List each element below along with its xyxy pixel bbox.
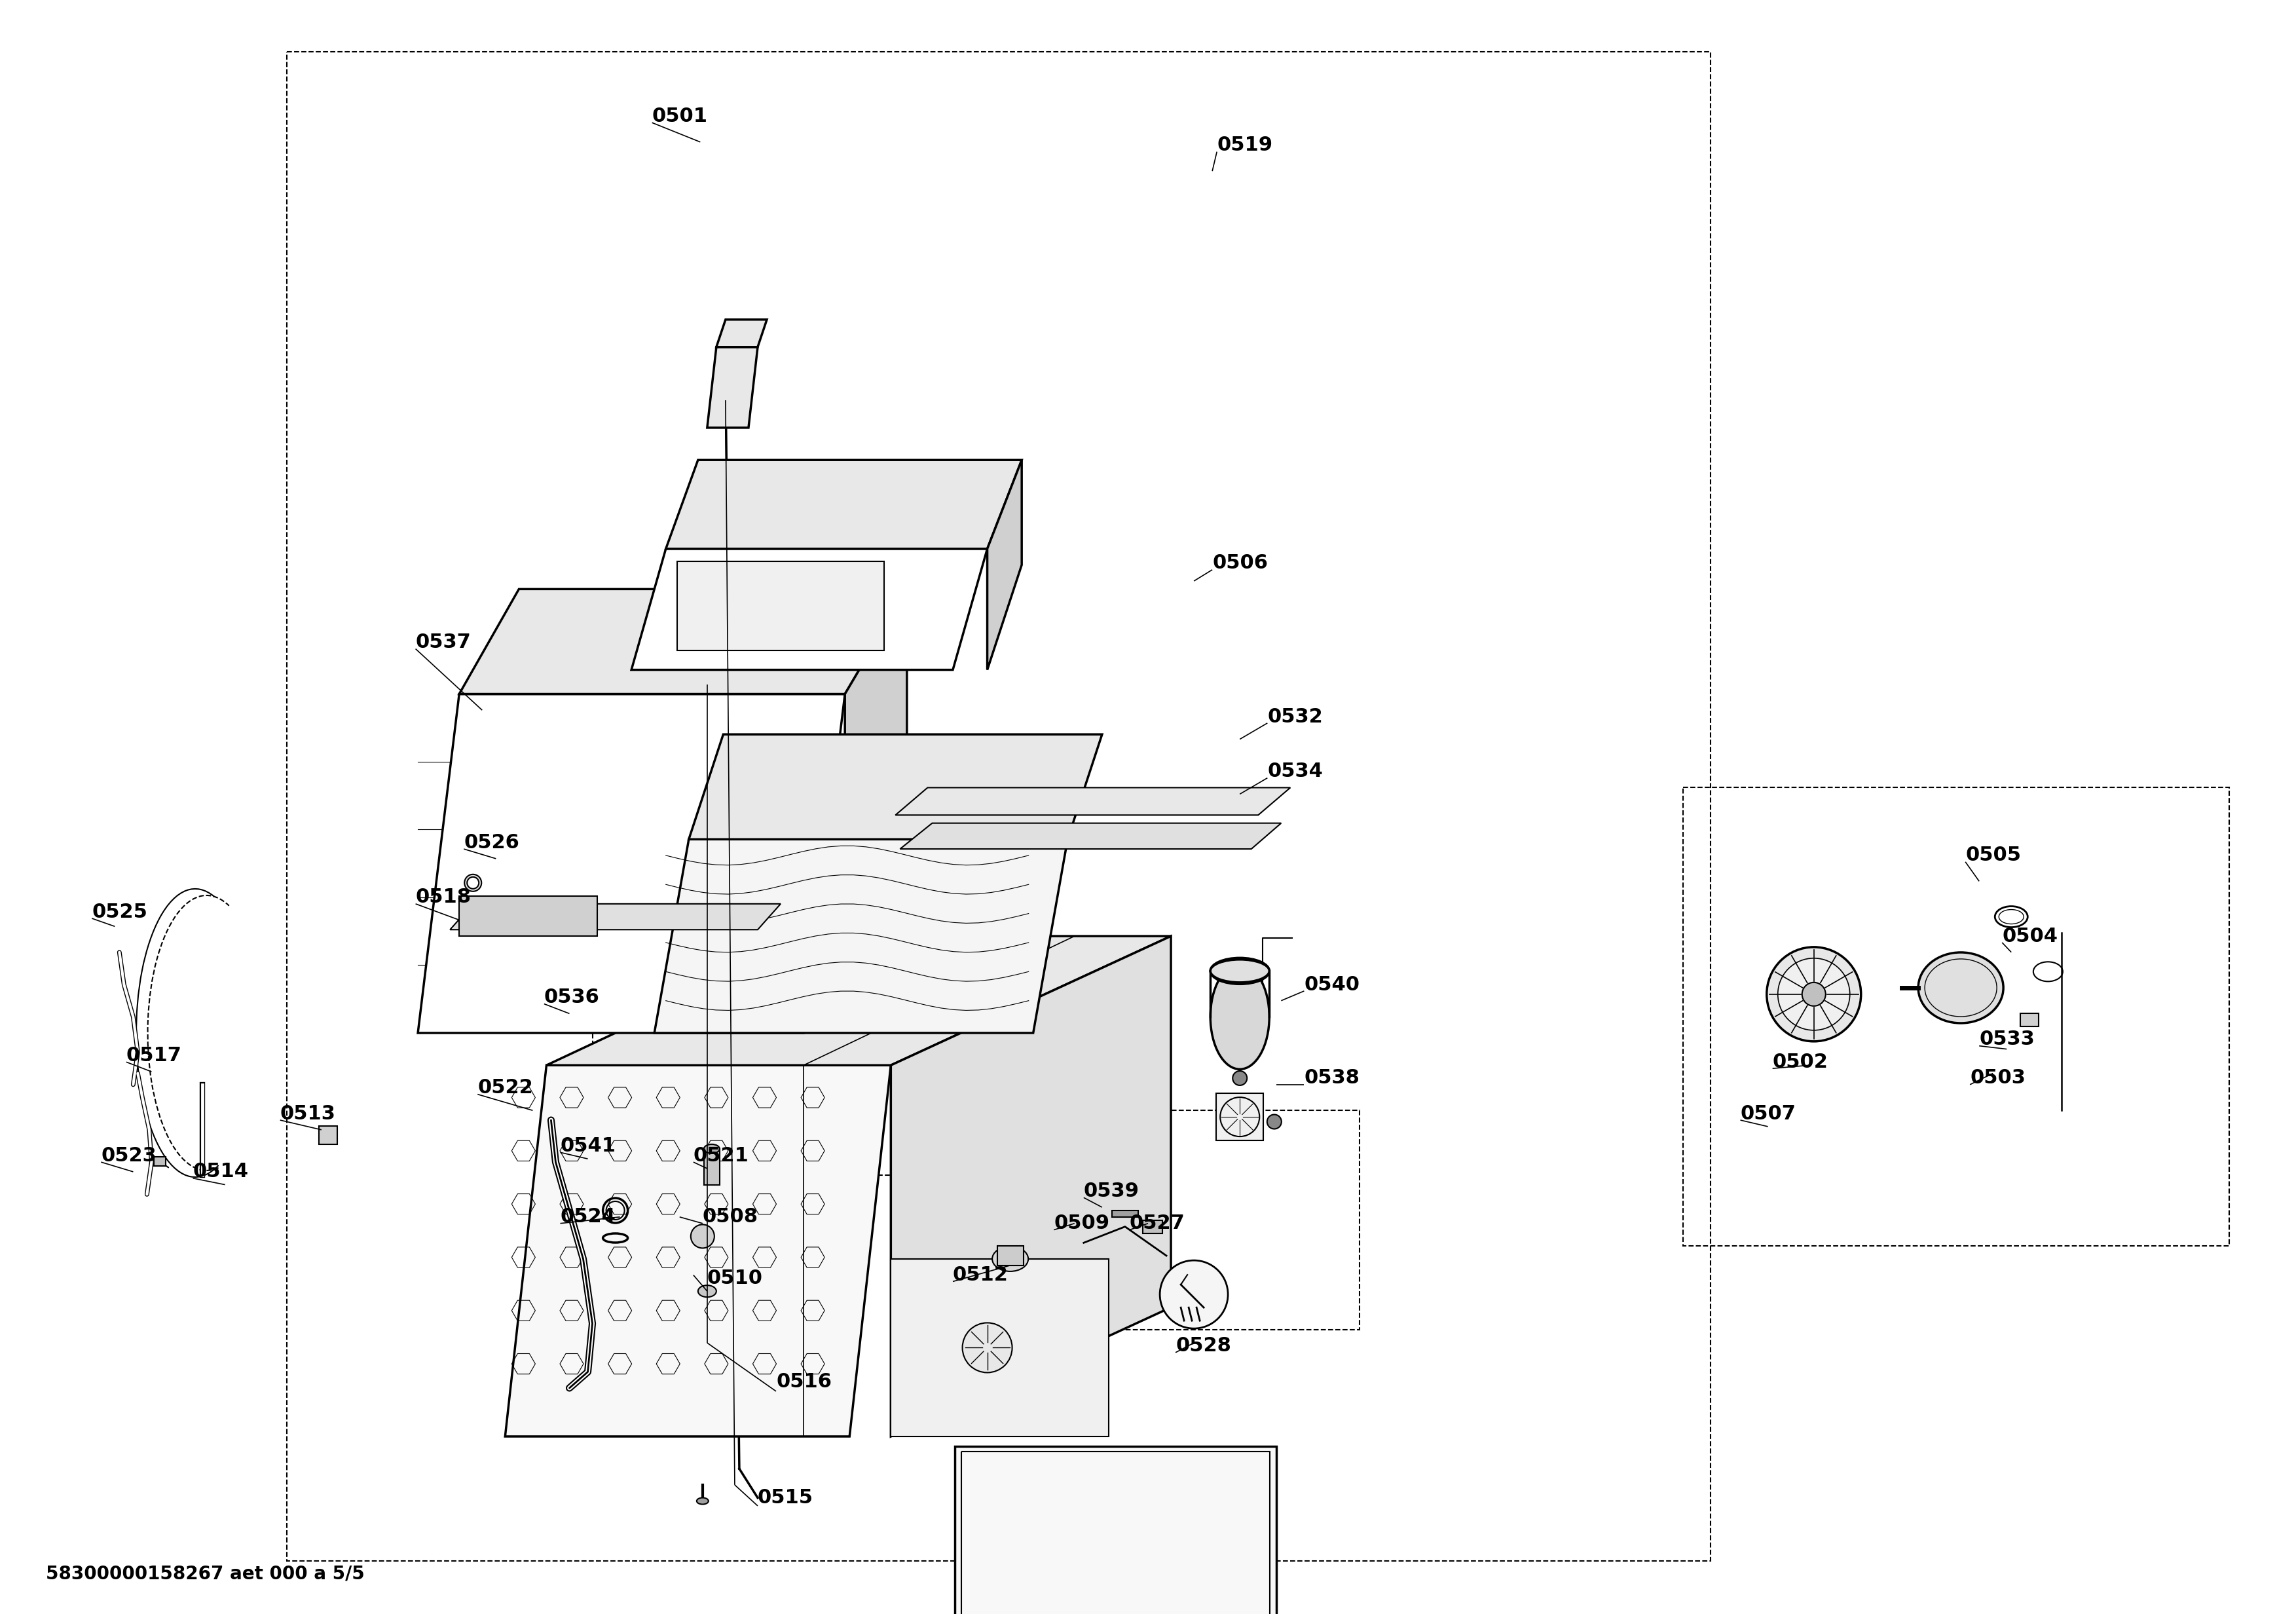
Text: 0521: 0521: [693, 1146, 748, 1165]
Text: 0522: 0522: [478, 1078, 533, 1098]
Text: 0533: 0533: [1979, 1030, 2034, 1049]
Bar: [677, 562, 884, 650]
Circle shape: [1766, 947, 1862, 1041]
Text: 0502: 0502: [1773, 1052, 1828, 1072]
Bar: [154, 1157, 165, 1165]
Ellipse shape: [1210, 957, 1270, 985]
Text: 0537: 0537: [416, 633, 471, 652]
Text: 0527: 0527: [1130, 1214, 1185, 1233]
Circle shape: [962, 1323, 1013, 1372]
Text: 0525: 0525: [92, 902, 147, 922]
Polygon shape: [505, 1065, 891, 1436]
Polygon shape: [891, 936, 1171, 1436]
Polygon shape: [450, 904, 781, 930]
Text: 0540: 0540: [1304, 975, 1359, 994]
Text: 0517: 0517: [126, 1046, 181, 1065]
Polygon shape: [895, 788, 1290, 815]
Ellipse shape: [696, 1498, 709, 1504]
Polygon shape: [900, 823, 1281, 849]
Ellipse shape: [1267, 1115, 1281, 1128]
Polygon shape: [987, 460, 1022, 670]
Text: 0523: 0523: [101, 1146, 156, 1165]
Text: 0541: 0541: [560, 1136, 615, 1156]
Text: 0501: 0501: [652, 107, 707, 126]
Bar: [996, 1246, 1024, 1265]
Bar: [1683, 788, 2229, 1246]
Text: 0503: 0503: [1970, 1068, 2025, 1088]
Circle shape: [1777, 959, 1851, 1030]
Polygon shape: [418, 694, 845, 1033]
Bar: [459, 896, 597, 936]
Text: 0513: 0513: [280, 1104, 335, 1123]
Text: 0538: 0538: [1304, 1068, 1359, 1088]
Text: 0539: 0539: [1084, 1181, 1139, 1201]
Bar: [891, 1259, 1109, 1436]
Polygon shape: [654, 839, 1068, 1033]
Ellipse shape: [1233, 1072, 1247, 1085]
Text: 0526: 0526: [464, 833, 519, 852]
Bar: [705, 1149, 719, 1185]
Bar: [962, 1451, 1270, 1614]
Polygon shape: [689, 734, 1102, 839]
Text: 0514: 0514: [193, 1162, 248, 1181]
Text: 0512: 0512: [953, 1265, 1008, 1285]
Polygon shape: [631, 549, 987, 670]
Text: 0534: 0534: [1267, 762, 1322, 781]
Ellipse shape: [992, 1246, 1029, 1272]
Text: 0536: 0536: [544, 988, 599, 1007]
Text: 58300000158267 aet 000 a 5/5: 58300000158267 aet 000 a 5/5: [46, 1564, 365, 1583]
Circle shape: [691, 1225, 714, 1248]
Text: 0504: 0504: [2002, 926, 2057, 946]
Bar: [2020, 1014, 2039, 1027]
Bar: [1019, 1110, 1359, 1330]
Text: 0516: 0516: [776, 1372, 831, 1391]
Ellipse shape: [705, 1144, 719, 1154]
Ellipse shape: [466, 876, 480, 889]
Polygon shape: [707, 347, 758, 428]
Text: 0506: 0506: [1212, 554, 1267, 573]
Text: 0507: 0507: [1740, 1104, 1795, 1123]
Text: 0532: 0532: [1267, 707, 1322, 726]
Ellipse shape: [1210, 959, 1270, 983]
Text: 0505: 0505: [1965, 846, 2020, 865]
Circle shape: [1159, 1261, 1228, 1328]
Text: 0508: 0508: [703, 1207, 758, 1227]
Ellipse shape: [698, 1285, 716, 1298]
Polygon shape: [845, 589, 907, 1033]
Polygon shape: [459, 589, 907, 694]
Ellipse shape: [464, 875, 482, 891]
Text: 0518: 0518: [416, 888, 471, 907]
Bar: [592, 968, 909, 1175]
Text: 0510: 0510: [707, 1269, 762, 1288]
Bar: [1143, 1220, 1162, 1233]
Text: 0519: 0519: [1217, 136, 1272, 155]
Ellipse shape: [1210, 965, 1270, 1068]
Text: 0528: 0528: [1176, 1336, 1231, 1356]
Text: 0515: 0515: [758, 1488, 813, 1507]
Bar: [287, 52, 1711, 1561]
Text: 0524: 0524: [560, 1207, 615, 1227]
Bar: [319, 1127, 338, 1144]
Circle shape: [1802, 983, 1825, 1006]
Bar: [955, 1446, 1277, 1614]
Polygon shape: [546, 936, 1171, 1065]
Bar: [1111, 1210, 1139, 1217]
Ellipse shape: [1917, 952, 2004, 1023]
Polygon shape: [666, 460, 1022, 549]
Text: 0509: 0509: [1054, 1214, 1109, 1233]
Polygon shape: [716, 320, 767, 347]
Bar: [1217, 1093, 1263, 1141]
